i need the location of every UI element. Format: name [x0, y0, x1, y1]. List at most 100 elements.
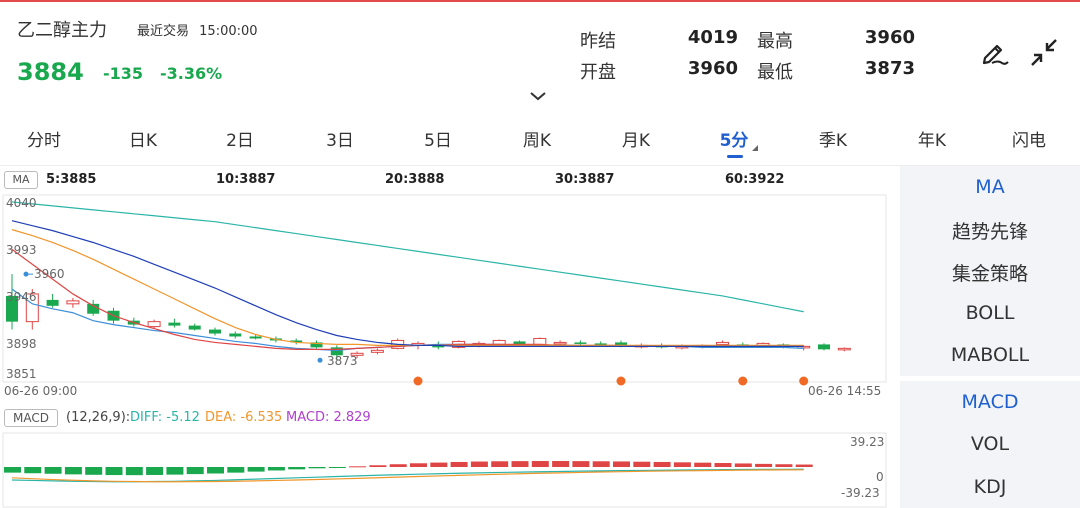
macd-bar: [308, 467, 326, 469]
y-tick-3993: 3993: [6, 243, 37, 257]
macd-bar: [410, 463, 427, 467]
candle-body-down: [513, 341, 526, 345]
macd-indicator-badge[interactable]: MACD: [4, 409, 58, 427]
collapse-arrows-icon[interactable]: [1028, 36, 1062, 70]
macd-bar: [673, 462, 691, 467]
macd-bar: [166, 467, 184, 475]
tab-yearly[interactable]: 年K: [917, 131, 947, 151]
tab-dropdown-corner-icon[interactable]: [752, 145, 758, 151]
tab-quarterly[interactable]: 季K: [818, 131, 848, 151]
candle-body-up: [716, 341, 729, 345]
tab-3day[interactable]: 3日: [326, 131, 354, 151]
recent-trade-time: 最近交易 15:00:00: [137, 20, 258, 39]
tab-5day[interactable]: 5日: [424, 131, 452, 151]
x-start-time: 06-26 09:00: [4, 384, 78, 398]
macd-bar: [227, 467, 245, 473]
candle-body-up: [837, 347, 851, 351]
ma60-line: [11, 201, 804, 313]
menu-kdj[interactable]: KDJ: [973, 476, 1007, 498]
tab-5min[interactable]: 5分: [719, 131, 749, 151]
ma30-value: 30:3887: [555, 172, 615, 187]
tab-2day[interactable]: 2日: [226, 131, 254, 151]
candle-body-up: [350, 352, 364, 356]
ma-indicator-badge[interactable]: MA: [4, 171, 38, 189]
signal-dot: [738, 376, 748, 386]
ma60-value: 60:3922: [725, 172, 785, 187]
high-price-marker: 3960: [34, 267, 65, 281]
menu-boll[interactable]: BOLL: [965, 302, 1015, 324]
top-accent-line: [0, 0, 1080, 2]
menu-maboll[interactable]: MABOLL: [950, 344, 1030, 366]
candle-body-down: [87, 303, 100, 314]
candle-body-down: [574, 342, 587, 344]
menu-ma[interactable]: MA: [975, 176, 1005, 198]
tab-flash[interactable]: 闪电: [1012, 131, 1046, 151]
recent-time: 15:00:00: [199, 24, 258, 39]
contract-title: 乙二醇主力: [17, 20, 107, 41]
ma10-value: 10:3887: [216, 172, 276, 187]
candle-body-down: [229, 333, 242, 337]
macd-y-zero: 0: [876, 470, 884, 484]
macd-bar: [146, 467, 164, 475]
pen-draw-icon[interactable]: [978, 36, 1012, 70]
signal-dot: [413, 376, 423, 386]
macd-bar: [633, 461, 651, 467]
main-indicator-menu: MA 趋势先锋 集金策略 BOLL MABOLL: [900, 166, 1080, 376]
low-price-marker: 3873: [327, 354, 358, 368]
macd-diff-value: DIFF: -5.12: [130, 410, 200, 425]
candle-body-down: [594, 343, 607, 345]
macd-bar: [450, 461, 468, 467]
candle-body-down: [46, 299, 59, 306]
ma10-line: [11, 248, 804, 350]
candle-body-down: [330, 347, 343, 356]
tab-time-sharing[interactable]: 分时: [27, 131, 61, 151]
chevron-down-icon[interactable]: [529, 87, 547, 101]
signal-dot: [616, 376, 626, 386]
macd-bar: [734, 463, 752, 467]
menu-gold-strategy[interactable]: 集金策略: [951, 263, 1028, 285]
candle-body-down: [168, 322, 181, 326]
recent-label: 最近交易: [137, 24, 190, 39]
kline-chart[interactable]: [0, 165, 900, 508]
macd-bar: [328, 467, 346, 468]
menu-vol[interactable]: VOL: [970, 433, 1010, 455]
macd-bar: [207, 467, 224, 474]
menu-trend-pioneer[interactable]: 趋势先锋: [951, 221, 1028, 243]
candle-body-up: [66, 300, 80, 305]
high-value: 3960: [864, 27, 915, 48]
candle-body-up: [533, 337, 547, 345]
macd-bar: [511, 461, 529, 467]
prev-settle-value: 4019: [687, 27, 738, 48]
macd-bar: [491, 461, 509, 467]
macd-bar: [64, 467, 82, 475]
macd-bar: [694, 462, 712, 467]
ma20-line: [11, 229, 804, 346]
macd-bar: [105, 467, 123, 476]
tab-daily[interactable]: 日K: [128, 131, 158, 151]
macd-params: (12,26,9):: [66, 410, 131, 425]
macd-dea-value: DEA: -6.535: [205, 410, 283, 425]
period-tabs: 分时 日K 2日 3日 5日 周K 月K 5分 季K 年K 闪电: [0, 120, 1080, 160]
macd-bar: [85, 467, 103, 475]
main-chart-frame: [2, 194, 887, 383]
macd-bar: [795, 464, 813, 467]
macd-bar: [288, 467, 306, 470]
ma20-value: 20:3888: [385, 172, 445, 187]
candle-body-up: [147, 321, 161, 328]
macd-chart-frame: [2, 432, 887, 508]
menu-macd[interactable]: MACD: [961, 391, 1019, 413]
tab-monthly[interactable]: 月K: [621, 131, 651, 151]
price-change: -135: [103, 64, 144, 83]
y-tick-4040: 4040: [6, 196, 37, 210]
macd-dea-line: [11, 469, 804, 483]
candle-body-up: [370, 349, 384, 353]
macd-bar: [714, 463, 732, 467]
high-label: 最高: [757, 31, 793, 52]
macd-bar: [552, 461, 570, 467]
macd-bar: [369, 465, 387, 467]
low-label: 最低: [757, 62, 793, 83]
open-value: 3960: [687, 58, 738, 79]
y-tick-3898: 3898: [6, 337, 37, 351]
macd-bar: [592, 461, 610, 467]
tab-weekly[interactable]: 周K: [522, 131, 552, 151]
